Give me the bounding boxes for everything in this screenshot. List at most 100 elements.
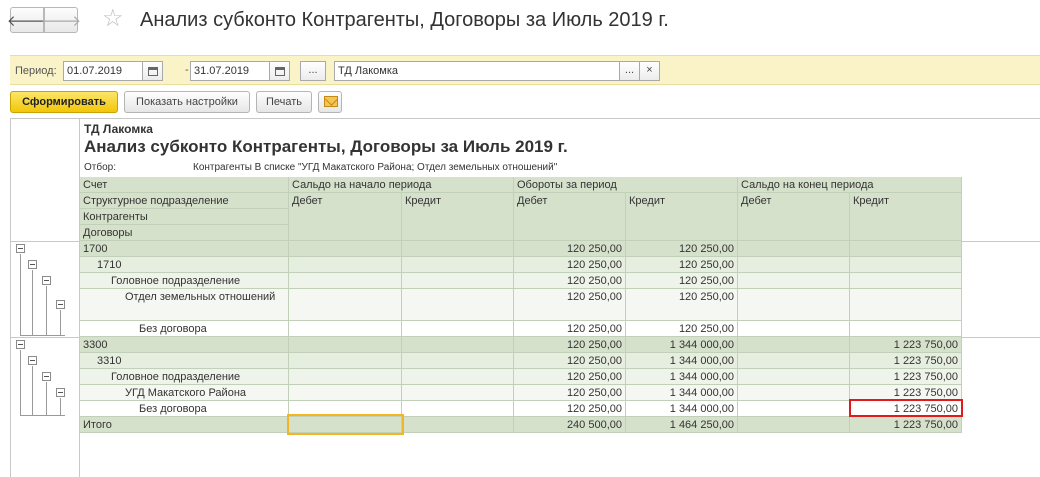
period-from-input[interactable]: 01.07.2019 bbox=[63, 61, 143, 81]
header-credit: Кредит bbox=[402, 193, 514, 241]
cell-closing-debit bbox=[738, 241, 850, 257]
tree-line bbox=[20, 254, 21, 336]
collapse-group-icon[interactable] bbox=[28, 356, 37, 365]
report-filter-value: Контрагенты В списке "УГД Макатского Рай… bbox=[193, 162, 558, 173]
show-settings-button[interactable]: Показать настройки bbox=[124, 91, 250, 113]
cell-turnover-credit: 120 250,00 bbox=[626, 273, 738, 289]
tree-line bbox=[46, 286, 47, 336]
cell-turnover-credit: 120 250,00 bbox=[626, 257, 738, 273]
cell-turnover-debit: 120 250,00 bbox=[514, 273, 626, 289]
report-area bbox=[10, 118, 1040, 477]
cell-opening-debit bbox=[289, 321, 402, 337]
period-from-calendar-button[interactable] bbox=[143, 61, 163, 81]
period-dash: - bbox=[185, 64, 189, 76]
print-button[interactable]: Печать bbox=[256, 91, 312, 113]
cell-turnover-credit: 1 344 000,00 bbox=[626, 353, 738, 369]
table-row-label: 3310 bbox=[80, 353, 289, 369]
tree-line bbox=[46, 382, 47, 416]
cell-closing-debit bbox=[738, 369, 850, 385]
collapse-group-icon[interactable] bbox=[42, 372, 51, 381]
total-opening-credit bbox=[402, 417, 514, 433]
collapse-group-icon[interactable] bbox=[42, 276, 51, 285]
collapse-group-icon[interactable] bbox=[16, 244, 25, 253]
organization-select-button[interactable]: ... bbox=[620, 61, 640, 81]
period-to-calendar-button[interactable] bbox=[270, 61, 290, 81]
header-division: Структурное подразделение bbox=[80, 193, 289, 209]
generate-report-button[interactable]: Сформировать bbox=[10, 91, 118, 113]
cell-closing-debit bbox=[738, 337, 850, 353]
cell-turnover-debit: 120 250,00 bbox=[514, 321, 626, 337]
cell-opening-credit bbox=[402, 385, 514, 401]
cell-opening-debit bbox=[289, 401, 402, 417]
tree-line bbox=[60, 398, 61, 416]
arrow-right-icon: 🡒 bbox=[40, 12, 82, 30]
send-email-button[interactable] bbox=[318, 91, 342, 113]
cell-turnover-debit: 120 250,00 bbox=[514, 401, 626, 417]
table-row-label: Головное подразделение bbox=[80, 273, 289, 289]
header-credit: Кредит bbox=[850, 193, 962, 241]
cell-turnover-credit: 1 344 000,00 bbox=[626, 401, 738, 417]
cell-opening-credit bbox=[402, 241, 514, 257]
period-to-input[interactable]: 31.07.2019 bbox=[190, 61, 270, 81]
table-row-label: Без договора bbox=[80, 401, 289, 417]
cell-opening-debit bbox=[289, 289, 402, 321]
collapse-group-icon[interactable] bbox=[56, 300, 65, 309]
forward-button[interactable]: 🡒 bbox=[40, 7, 82, 33]
period-select-button[interactable]: ... bbox=[300, 61, 326, 81]
tree-line bbox=[20, 335, 65, 336]
back-button[interactable]: 🡐 bbox=[7, 7, 47, 33]
selected-cell-highlight bbox=[287, 414, 404, 435]
total-closing-credit: 1 223 750,00 bbox=[850, 417, 962, 433]
cell-closing-credit bbox=[850, 241, 962, 257]
cell-opening-credit bbox=[402, 257, 514, 273]
cell-opening-credit bbox=[402, 353, 514, 369]
cell-closing-debit bbox=[738, 273, 850, 289]
table-row-label: УГД Макатского Района bbox=[80, 385, 289, 401]
cell-closing-debit bbox=[738, 321, 850, 337]
cell-closing-credit: 1 223 750,00 bbox=[850, 353, 962, 369]
cell-opening-credit bbox=[402, 337, 514, 353]
cell-closing-credit: 1 223 750,00 bbox=[850, 401, 962, 417]
header-closing-balance: Сальдо на конец периода bbox=[738, 177, 962, 193]
favorite-star-icon[interactable]: ☆ bbox=[102, 5, 124, 32]
header-counterparty: Контрагенты bbox=[80, 209, 289, 225]
table-row-label: Отдел земельных отношений bbox=[80, 289, 289, 321]
cell-closing-credit bbox=[850, 273, 962, 289]
cell-closing-credit bbox=[850, 321, 962, 337]
cell-opening-credit bbox=[402, 321, 514, 337]
organization-clear-button[interactable]: × bbox=[640, 61, 660, 81]
header-account: Счет bbox=[80, 177, 289, 193]
total-opening-debit bbox=[289, 417, 402, 433]
collapse-group-icon[interactable] bbox=[16, 340, 25, 349]
collapse-group-icon[interactable] bbox=[28, 260, 37, 269]
report-title: Анализ субконто Контрагенты, Договоры за… bbox=[84, 137, 568, 156]
cell-opening-credit bbox=[402, 289, 514, 321]
table-row-label: Головное подразделение bbox=[80, 369, 289, 385]
report-company: ТД Лакомка bbox=[84, 122, 153, 136]
cell-closing-credit: 1 223 750,00 bbox=[850, 337, 962, 353]
cell-closing-debit bbox=[738, 257, 850, 273]
header-debit: Дебет bbox=[289, 193, 402, 241]
table-row-label: 3300 bbox=[80, 337, 289, 353]
header-turnover: Обороты за период bbox=[514, 177, 738, 193]
cell-turnover-credit: 120 250,00 bbox=[626, 241, 738, 257]
grouping-column bbox=[10, 118, 80, 477]
cell-opening-credit bbox=[402, 273, 514, 289]
collapse-group-icon[interactable] bbox=[56, 388, 65, 397]
cell-closing-credit: 1 223 750,00 bbox=[850, 369, 962, 385]
tree-line bbox=[32, 270, 33, 336]
tree-line bbox=[20, 350, 21, 416]
period-label: Период: bbox=[15, 65, 57, 77]
cell-turnover-debit: 120 250,00 bbox=[514, 385, 626, 401]
total-closing-debit bbox=[738, 417, 850, 433]
cell-opening-debit bbox=[289, 273, 402, 289]
organization-input[interactable]: ТД Лакомка bbox=[334, 61, 620, 81]
cell-closing-debit bbox=[738, 385, 850, 401]
cell-turnover-debit: 120 250,00 bbox=[514, 353, 626, 369]
window-title: Анализ субконто Контрагенты, Договоры за… bbox=[140, 9, 669, 31]
envelope-icon bbox=[324, 96, 338, 107]
tree-line bbox=[60, 310, 61, 336]
cell-closing-credit bbox=[850, 257, 962, 273]
cell-closing-debit bbox=[738, 289, 850, 321]
total-turnover-debit: 240 500,00 bbox=[514, 417, 626, 433]
